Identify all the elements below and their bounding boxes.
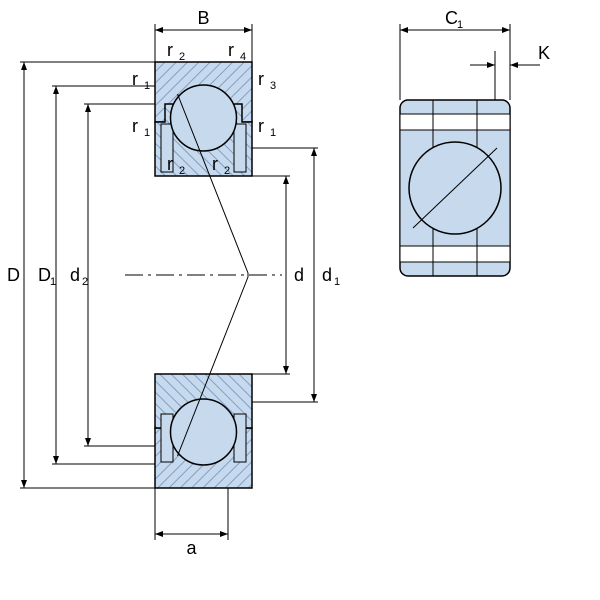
svg-text:2: 2 — [179, 165, 185, 177]
svg-text:d: d — [70, 265, 80, 285]
svg-text:3: 3 — [270, 80, 276, 92]
svg-text:r: r — [132, 69, 138, 89]
svg-text:a: a — [186, 538, 197, 558]
bearing-diagram: BaDD1d2dd1C1Kr2r4r1r3r1r1r2r2 — [0, 0, 600, 600]
svg-text:2: 2 — [179, 51, 185, 63]
svg-text:d: d — [294, 265, 304, 285]
svg-text:1: 1 — [270, 127, 276, 139]
svg-text:K: K — [538, 43, 550, 63]
svg-text:r: r — [212, 154, 218, 174]
svg-text:r: r — [167, 40, 173, 60]
svg-text:r: r — [228, 40, 234, 60]
svg-text:2: 2 — [224, 165, 230, 177]
svg-text:1: 1 — [50, 276, 56, 288]
svg-text:d: d — [322, 265, 332, 285]
svg-text:1: 1 — [144, 127, 150, 139]
right-side-view — [400, 51, 510, 276]
svg-text:1: 1 — [334, 276, 340, 288]
svg-text:1: 1 — [144, 80, 150, 92]
svg-text:r: r — [258, 116, 264, 136]
svg-text:r: r — [258, 69, 264, 89]
svg-text:r: r — [167, 154, 173, 174]
svg-text:r: r — [132, 116, 138, 136]
svg-text:2: 2 — [82, 276, 88, 288]
svg-text:1: 1 — [457, 19, 463, 31]
svg-text:D: D — [7, 265, 20, 285]
svg-text:B: B — [197, 8, 209, 28]
svg-text:4: 4 — [240, 51, 246, 63]
